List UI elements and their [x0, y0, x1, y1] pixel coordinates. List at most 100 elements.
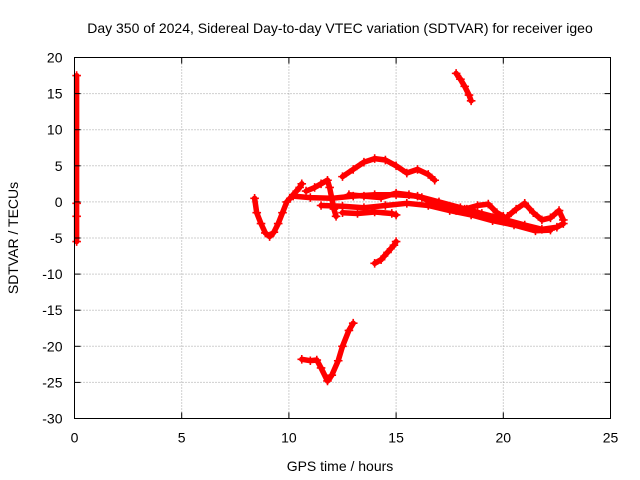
data-point: [456, 74, 465, 84]
data-point: [327, 193, 337, 203]
data-point: [391, 210, 401, 220]
data-point: [434, 201, 444, 211]
x-tick-labels: 0 5 10 15 20 25: [71, 430, 619, 446]
data-point: [338, 172, 347, 181]
data-point: [301, 186, 311, 196]
y-tick-label: -30: [42, 411, 62, 427]
series-arc-lower-left: [338, 207, 401, 220]
data-point: [559, 215, 568, 225]
series-arc-mid-drop: [370, 237, 401, 268]
data-point: [473, 201, 482, 210]
data-point: [344, 326, 354, 335]
y-tick-label: -5: [50, 230, 63, 246]
data-point: [316, 363, 326, 373]
data-point: [323, 175, 332, 185]
data-point: [370, 207, 379, 217]
data-point: [353, 209, 362, 218]
data-point: [430, 175, 439, 185]
data-point: [464, 90, 474, 100]
data-point: [511, 204, 521, 214]
y-tick-label: 15: [47, 86, 63, 102]
data-point: [376, 255, 386, 264]
data-point: [483, 199, 493, 209]
data-point: [325, 183, 334, 192]
data-point: [460, 82, 470, 91]
x-tick-label: 25: [603, 430, 619, 446]
chart-title: Day 350 of 2024, Sidereal Day-to-day VTE…: [87, 20, 593, 36]
data-point: [250, 193, 259, 203]
data-point: [278, 208, 287, 218]
series-arc-right-end: [503, 199, 568, 225]
data-point: [252, 208, 262, 218]
data-point: [509, 220, 519, 230]
y-tick-label: 10: [47, 122, 63, 138]
data-point: [312, 355, 322, 365]
data-point: [466, 210, 476, 220]
data-point: [273, 219, 283, 228]
x-tick-label: 15: [388, 430, 404, 446]
data-point: [413, 165, 422, 174]
data-point: [554, 206, 564, 215]
data-point: [359, 191, 369, 201]
data-point: [417, 193, 427, 202]
data-point: [391, 237, 401, 246]
data-point: [391, 161, 401, 171]
data-point: [488, 216, 497, 225]
data-point: [265, 232, 274, 241]
data-point: [381, 201, 390, 210]
data-point: [282, 197, 292, 207]
y-tick-label: -20: [42, 338, 62, 354]
data-point: [333, 356, 343, 366]
data-point: [323, 376, 332, 386]
data-point: [451, 69, 461, 78]
x-tick-label: 20: [496, 430, 512, 446]
data-point: [338, 342, 347, 351]
series-line: [339, 155, 438, 183]
axis-ticks: [74, 57, 611, 419]
y-tick-labels: -30 -25 -20 -15 -10 -5 0 5 10 15 20: [42, 50, 62, 427]
data-point: [306, 193, 315, 202]
data-point: [552, 222, 562, 232]
data-point: [402, 168, 412, 178]
y-tick-label: 5: [55, 158, 63, 174]
data-point: [261, 228, 270, 238]
data-point: [423, 170, 433, 179]
data-point: [537, 215, 547, 225]
data-point: [359, 157, 369, 167]
data-point: [546, 213, 555, 223]
data-point: [466, 96, 476, 106]
y-tick-label: -25: [42, 374, 62, 390]
data-point: [348, 318, 358, 328]
data-point: [316, 201, 326, 210]
series-line: [504, 200, 567, 223]
x-tick-label: 10: [281, 430, 297, 446]
data-point: [288, 191, 298, 201]
data-point: [359, 203, 369, 212]
data-point: [338, 208, 347, 218]
data-point: [327, 370, 337, 380]
data-point: [297, 179, 307, 189]
series-arc-hump: [338, 154, 439, 185]
data-point: [529, 208, 538, 218]
x-tick-label: 0: [71, 430, 79, 446]
data-point: [503, 212, 512, 221]
data-point: [404, 190, 414, 199]
x-tick-label: 5: [178, 430, 186, 446]
data-point: [402, 199, 412, 208]
series-line: [251, 181, 305, 240]
data-point: [460, 204, 470, 214]
data-point: [387, 209, 397, 218]
data-point: [316, 179, 326, 189]
data-point: [269, 227, 279, 237]
data-point: [370, 258, 379, 268]
y-axis-label: SDTVAR / TECUs: [5, 182, 21, 294]
series-arc-bottom: [297, 318, 358, 386]
series-arc-dip: [250, 179, 307, 241]
data-point: [348, 165, 358, 174]
series-arc-upper-right: [451, 69, 476, 106]
data-point: [391, 188, 401, 198]
series-line: [299, 320, 356, 384]
x-axis-label: GPS time / hours: [287, 458, 394, 474]
data-point: [531, 226, 540, 236]
data-point: [492, 208, 502, 218]
